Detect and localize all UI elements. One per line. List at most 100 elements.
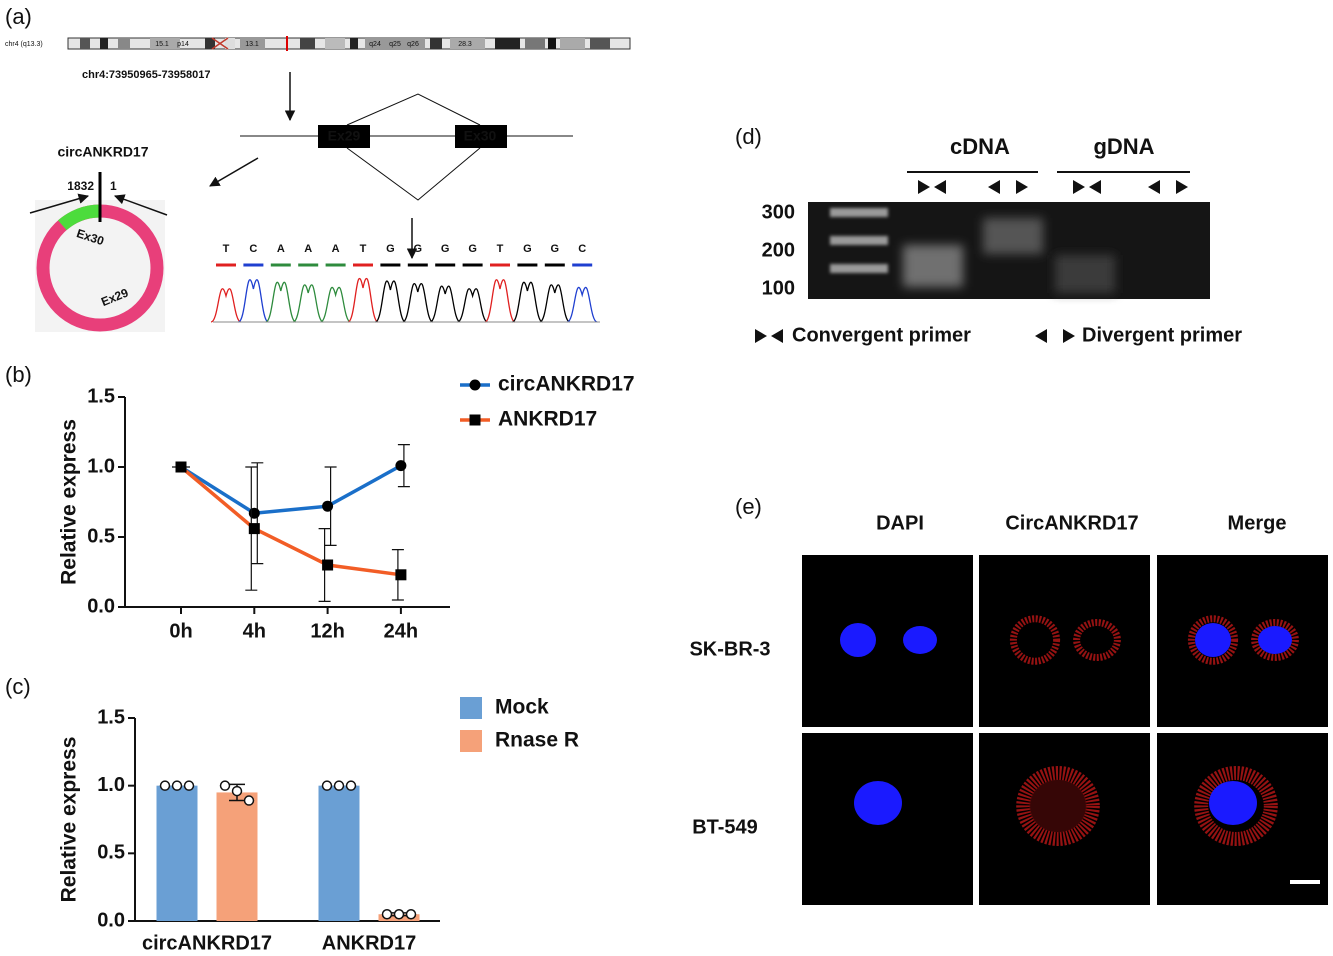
- marker: [248, 523, 260, 535]
- group-label: gDNA: [1093, 134, 1154, 159]
- chromatogram-peak: [429, 285, 461, 323]
- marker: [395, 569, 407, 581]
- cytoplasm-signal: [1187, 615, 1239, 665]
- chromosome-band: [118, 38, 130, 49]
- y-tick-label: 1.5: [87, 385, 115, 407]
- centromere: [211, 37, 229, 50]
- base-letter: T: [360, 243, 367, 255]
- chromatogram-peak: [457, 288, 488, 323]
- replicate-point: [333, 780, 345, 791]
- ladder-band: [830, 264, 888, 273]
- exon-label: Ex30: [464, 128, 497, 144]
- chromatogram-peak: [512, 281, 543, 323]
- primer-icon: [1073, 180, 1101, 194]
- nucleus: [903, 626, 937, 654]
- replicate-point: [321, 780, 333, 791]
- chromosome-band: [205, 38, 215, 49]
- replicate-point: [231, 785, 243, 797]
- primer-icon: [1148, 180, 1188, 194]
- nucleus: [840, 623, 876, 657]
- ladder-label: 100: [762, 277, 795, 299]
- replicate-point: [219, 780, 231, 791]
- band-label: q26: [407, 41, 419, 48]
- primer-icon: [988, 180, 1028, 194]
- nucleus: [1258, 626, 1292, 654]
- nucleus: [854, 781, 902, 825]
- replicate-point: [243, 795, 255, 806]
- arrow: [209, 157, 259, 187]
- replicate-point: [393, 908, 405, 920]
- y-tick-label: 0.5: [87, 525, 115, 547]
- legend-label: Mock: [495, 696, 549, 719]
- band-label: 28.3: [458, 41, 472, 48]
- chromosome-band: [590, 38, 610, 49]
- cytoplasm-signal: [1194, 766, 1278, 846]
- gel-band: [903, 245, 963, 287]
- exon-label: Ex29: [328, 128, 361, 144]
- exon: [318, 125, 370, 148]
- band-label: p14: [177, 41, 189, 48]
- chromatogram-peak: [292, 284, 324, 323]
- x-tick-label: circANKRD17: [142, 932, 272, 954]
- chromosome-band: [495, 38, 520, 49]
- circ-name: circANKRD17: [57, 144, 148, 160]
- cytoplasm-signal: [1073, 619, 1121, 661]
- replicate-point: [159, 780, 171, 791]
- cytoplasm-signal: [1251, 619, 1299, 661]
- circ-exon30-arc: [57, 204, 101, 231]
- row-label: SK-BR-3: [689, 638, 770, 660]
- primer-arrow: [29, 193, 90, 214]
- replicate-point: [405, 908, 417, 920]
- x-tick-label: 4h: [243, 620, 266, 642]
- legend-swatch: [460, 730, 482, 752]
- base-letter: T: [497, 243, 504, 255]
- base-letter: G: [523, 243, 532, 255]
- band-label: q24: [369, 41, 381, 48]
- marker: [322, 559, 334, 571]
- base-letter: T: [223, 243, 230, 255]
- base-letter: A: [332, 243, 340, 255]
- band-label: 15.1: [155, 41, 169, 48]
- chromosome-band: [150, 38, 180, 49]
- primer-icon: [755, 329, 783, 343]
- panel-label: (e): [735, 494, 762, 519]
- marker: [248, 507, 260, 519]
- y-tick-label: 0.0: [87, 595, 115, 617]
- chromosome-label: chr4 (q13.3): [5, 41, 43, 48]
- chromosome-band: [240, 38, 265, 49]
- y-tick-label: 1.0: [87, 455, 115, 477]
- base-letter: G: [468, 243, 477, 255]
- y-axis-title: Relative express: [58, 419, 81, 585]
- x-tick-label: 12h: [310, 620, 344, 642]
- column-label: DAPI: [876, 512, 924, 534]
- base-letter: G: [441, 243, 450, 255]
- primer-legend: Divergent primer: [1082, 324, 1242, 346]
- chromatogram-peak: [484, 279, 516, 323]
- panel-label: (c): [5, 674, 31, 699]
- chromosome-band: [225, 38, 235, 49]
- chromatogram-peak: [566, 286, 598, 323]
- series-line: [179, 465, 402, 577]
- series-line: [180, 464, 402, 515]
- group-label: cDNA: [950, 134, 1010, 159]
- panel-label: (b): [5, 362, 32, 387]
- micrograph: [979, 555, 1150, 727]
- row-label: BT-549: [692, 816, 758, 838]
- legend-marker: [469, 414, 481, 426]
- chromosome-band: [350, 38, 358, 49]
- gel-band: [1055, 255, 1115, 293]
- primer-legend: Convergent primer: [792, 324, 971, 346]
- micrograph: [802, 555, 973, 727]
- marker: [322, 500, 334, 512]
- ladder-band: [830, 208, 888, 217]
- chromatogram-peak: [347, 277, 379, 323]
- legend-marker: [469, 379, 481, 391]
- bar: [156, 785, 198, 921]
- chromosome-band: [325, 38, 345, 49]
- chromosome-band: [548, 38, 556, 49]
- ladder-label: 200: [762, 239, 795, 261]
- column-label: CircANKRD17: [1005, 512, 1138, 534]
- y-axis-title: Relative express: [58, 737, 81, 903]
- x-tick-label: 0h: [169, 620, 192, 642]
